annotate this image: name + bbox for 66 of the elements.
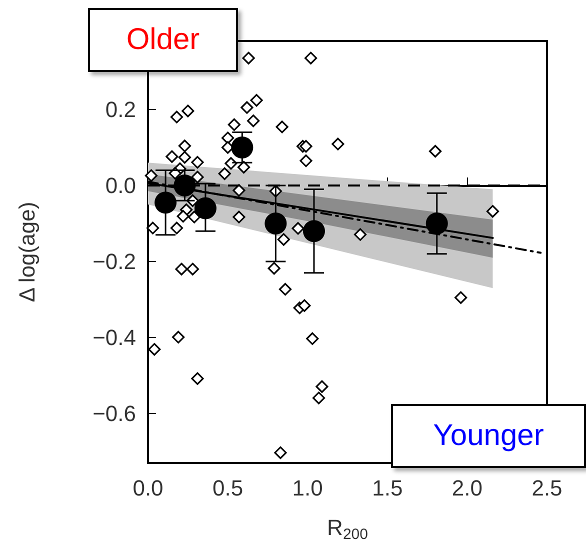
x-tick-label: 1.5 bbox=[372, 476, 403, 500]
point bbox=[426, 212, 448, 234]
point bbox=[268, 262, 280, 275]
point bbox=[232, 184, 246, 197]
y-tick-label: −0.2 bbox=[92, 249, 136, 274]
point bbox=[191, 372, 204, 385]
point bbox=[237, 160, 250, 174]
point bbox=[178, 151, 192, 164]
point bbox=[175, 262, 188, 276]
point bbox=[240, 101, 254, 114]
y-tick-label: −0.6 bbox=[92, 401, 136, 426]
point bbox=[354, 228, 367, 241]
point bbox=[277, 233, 290, 246]
point bbox=[332, 138, 344, 150]
y-axis-title: Δ log(age) bbox=[14, 202, 40, 302]
point bbox=[154, 192, 177, 214]
point bbox=[166, 150, 178, 163]
y-tick-label: 0.0 bbox=[105, 172, 136, 198]
x-tick-label: 2.5 bbox=[532, 476, 562, 500]
point bbox=[486, 205, 500, 218]
point bbox=[250, 94, 263, 107]
annotation: Older bbox=[88, 8, 238, 72]
point bbox=[428, 144, 442, 158]
point bbox=[300, 140, 312, 153]
point bbox=[174, 174, 196, 196]
point bbox=[224, 157, 238, 170]
y-tick-label: 0.2 bbox=[105, 96, 136, 122]
point bbox=[232, 210, 246, 224]
point bbox=[194, 197, 216, 220]
point bbox=[172, 330, 185, 344]
point bbox=[274, 446, 287, 460]
point bbox=[218, 167, 231, 180]
point bbox=[304, 52, 318, 64]
point bbox=[178, 140, 192, 152]
point bbox=[242, 52, 255, 64]
point bbox=[170, 222, 184, 234]
x-tick-label: 2.0 bbox=[452, 476, 482, 500]
point bbox=[454, 291, 468, 304]
point bbox=[316, 380, 328, 393]
y-tick-label: −0.4 bbox=[92, 325, 136, 350]
point bbox=[303, 220, 325, 242]
point bbox=[278, 282, 292, 296]
x-tick-label: 1.0 bbox=[292, 476, 323, 500]
point bbox=[312, 392, 326, 404]
point bbox=[231, 136, 254, 158]
x-tick-label: 0.5 bbox=[212, 476, 244, 500]
point bbox=[222, 132, 234, 144]
point bbox=[144, 169, 158, 182]
point bbox=[264, 212, 287, 234]
point bbox=[186, 262, 199, 276]
point bbox=[176, 210, 190, 223]
point bbox=[292, 222, 304, 235]
point bbox=[247, 114, 260, 128]
point bbox=[146, 222, 160, 234]
point bbox=[170, 110, 184, 124]
point bbox=[276, 120, 288, 134]
point bbox=[300, 154, 312, 168]
point bbox=[298, 299, 311, 312]
point bbox=[148, 343, 161, 356]
point bbox=[306, 332, 319, 345]
annotation: Younger bbox=[391, 404, 586, 468]
point bbox=[182, 104, 194, 118]
point bbox=[191, 170, 204, 184]
point bbox=[191, 156, 204, 169]
x-tick-label: 0.0 bbox=[132, 476, 164, 500]
point bbox=[228, 118, 240, 131]
